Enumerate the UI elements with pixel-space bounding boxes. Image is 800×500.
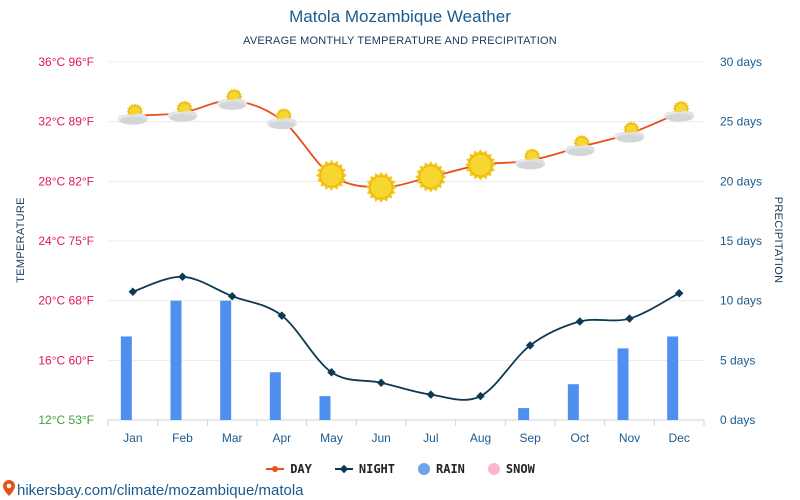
rain-bar (667, 336, 679, 420)
map-pin-icon (3, 480, 15, 500)
night-point (277, 311, 287, 320)
legend-label-rain: RAIN (436, 462, 465, 476)
night-point (625, 314, 634, 323)
partly-cloudy-icon (167, 100, 198, 122)
legend-item-snow[interactable]: SNOW (487, 462, 535, 476)
circle-icon (487, 462, 501, 476)
day-weather-icons (117, 88, 695, 203)
month-label: Apr (272, 431, 291, 445)
night-point (426, 390, 436, 399)
partly-cloudy-icon (217, 88, 248, 110)
night-point (525, 341, 535, 350)
night-point (327, 368, 336, 377)
rain-bar (617, 348, 629, 420)
month-label: Jul (423, 431, 438, 445)
month-label: Aug (470, 431, 491, 445)
weather-chart: 36°C 96°F 32°C 89°F 28°C 82°F 24°C 75°F 20°C… (15, 55, 784, 445)
partly-cloudy-icon (266, 107, 297, 130)
left-tick-label: 12°C 53°F (38, 413, 94, 427)
left-tick-label: 36°C 96°F (38, 55, 94, 69)
night-point (674, 288, 684, 298)
source-link[interactable]: hikersbay.com/climate/mozambique/matola (3, 480, 304, 500)
partly-cloudy-icon (614, 121, 645, 143)
right-axis-title: PRECIPITATION (772, 197, 784, 284)
sun-icon (415, 161, 447, 193)
night-point (227, 291, 237, 301)
rain-bar (120, 336, 132, 420)
left-axis-title: TEMPERATURE (15, 197, 27, 283)
line-dot-icon (265, 464, 285, 474)
month-label: Jan (123, 431, 142, 445)
right-tick-label: 20 days (720, 174, 762, 188)
left-axis: 36°C 96°F 32°C 89°F 28°C 82°F 24°C 75°F 20°C… (38, 55, 94, 427)
left-tick-label: 28°C 82°F (38, 174, 94, 188)
sun-icon (464, 149, 497, 181)
month-label: Sep (519, 431, 541, 445)
source-url: hikersbay.com/climate/mozambique/matola (17, 481, 304, 499)
left-tick-label: 20°C 68°F (38, 294, 94, 308)
rain-bar (220, 300, 232, 420)
rain-bar (269, 372, 281, 420)
day-series (132, 99, 680, 189)
line-diamond-icon (334, 464, 354, 474)
night-point (575, 317, 585, 326)
legend-label-day: DAY (290, 462, 312, 476)
right-tick-label: 25 days (720, 115, 762, 129)
night-point (178, 272, 187, 282)
right-tick-label: 10 days (720, 294, 762, 308)
month-label: Mar (222, 431, 243, 445)
circle-icon (417, 462, 431, 476)
partly-cloudy-icon (515, 148, 546, 170)
right-tick-label: 0 days (720, 413, 755, 427)
night-series (128, 272, 684, 401)
chart-subtitle: AVERAGE MONTHLY TEMPERATURE AND PRECIPIT… (243, 35, 557, 47)
x-axis: Jan Feb Mar Apr May Jun Jul Aug Sep Oct Nov Dec (107, 420, 705, 445)
legend: DAY NIGHT RAIN SNOW (0, 462, 800, 476)
right-tick-label: 5 days (720, 353, 755, 367)
right-axis: 30 days 25 days 20 days 15 days 10 days 5 day… (720, 55, 762, 427)
month-label: Nov (619, 431, 640, 445)
partly-cloudy-icon (117, 103, 148, 125)
rain-bar (567, 384, 579, 420)
night-point (376, 378, 386, 387)
month-label: Dec (668, 431, 689, 445)
left-tick-label: 32°C 89°F (38, 115, 94, 129)
sun-icon (365, 171, 397, 203)
chart-title: Matola Mozambique Weather (289, 7, 511, 26)
rain-bar (170, 300, 182, 420)
left-tick-label: 24°C 75°F (38, 234, 94, 248)
right-tick-label: 15 days (720, 234, 762, 248)
night-line (132, 275, 680, 401)
month-label: Feb (172, 431, 193, 445)
night-point (128, 287, 138, 296)
legend-item-night[interactable]: NIGHT (334, 462, 395, 476)
right-tick-label: 30 days (720, 55, 762, 69)
left-tick-label: 16°C 60°F (38, 353, 94, 367)
rain-bar (518, 408, 530, 420)
month-label: Oct (570, 431, 589, 445)
legend-item-rain[interactable]: RAIN (417, 462, 465, 476)
rain-bars (120, 300, 679, 420)
legend-label-snow: SNOW (505, 462, 535, 476)
partly-cloudy-icon (564, 134, 595, 157)
sun-icon (315, 159, 348, 191)
rain-bar (319, 396, 331, 420)
month-label: Jun (371, 431, 390, 445)
month-label: May (320, 431, 343, 445)
partly-cloudy-icon (664, 100, 695, 122)
day-line (132, 99, 680, 189)
legend-label-night: NIGHT (358, 462, 395, 476)
night-point (476, 391, 485, 401)
legend-item-day[interactable]: DAY (265, 462, 312, 476)
